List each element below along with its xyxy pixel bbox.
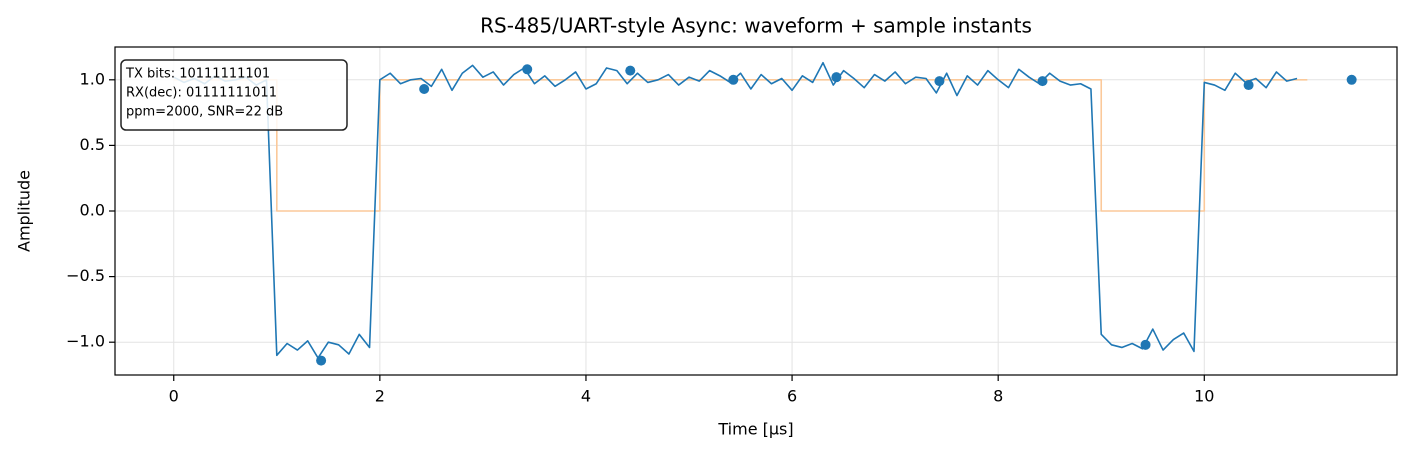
- sample-point: [419, 83, 430, 94]
- annotation-line: TX bits: 10111111101: [125, 67, 270, 82]
- y-tick-label: −0.5: [66, 266, 105, 285]
- x-tick-label: 0: [169, 387, 179, 406]
- annotation: TX bits: 10111111101 RX(dec): 01111111011…: [125, 67, 283, 120]
- annotation-line: RX(dec): 01111111011: [126, 86, 277, 101]
- sample-point: [831, 72, 842, 83]
- y-tick-label: 0.5: [80, 135, 105, 154]
- annotation-box: [120, 59, 348, 131]
- sample-point: [316, 355, 327, 366]
- x-tick-label: 8: [993, 387, 1003, 406]
- sample-point: [1346, 74, 1357, 85]
- chart-title: RS-485/UART-style Async: waveform + samp…: [480, 14, 1032, 38]
- x-axis-label: Time [μs]: [717, 420, 793, 439]
- sample-point: [934, 76, 945, 87]
- annotation-line: ppm=2000, SNR=22 dB: [126, 105, 283, 120]
- y-tick-label: 1.0: [80, 69, 105, 88]
- plot-area: [173, 61, 1357, 366]
- x-tick-label: 10: [1194, 387, 1214, 406]
- sample-point: [625, 65, 636, 76]
- y-tick-label: 0.0: [80, 201, 105, 220]
- x-tick-label: 6: [787, 387, 797, 406]
- sample-point: [1243, 80, 1254, 91]
- y-axis-label: Amplitude: [15, 170, 34, 252]
- waveform-line: [173, 79, 1308, 212]
- sample-point: [522, 64, 533, 75]
- x-tick-label: 4: [581, 387, 591, 406]
- sample-point: [1037, 76, 1048, 87]
- sample-point: [1140, 339, 1151, 350]
- y-tick-label: −1.0: [66, 332, 105, 351]
- x-tick-label: 2: [375, 387, 385, 406]
- sample-point: [728, 74, 739, 85]
- ticks: 0 2 4 6 8 10 −1.0 −0.5 0.0 0.5 1.0: [66, 69, 1214, 405]
